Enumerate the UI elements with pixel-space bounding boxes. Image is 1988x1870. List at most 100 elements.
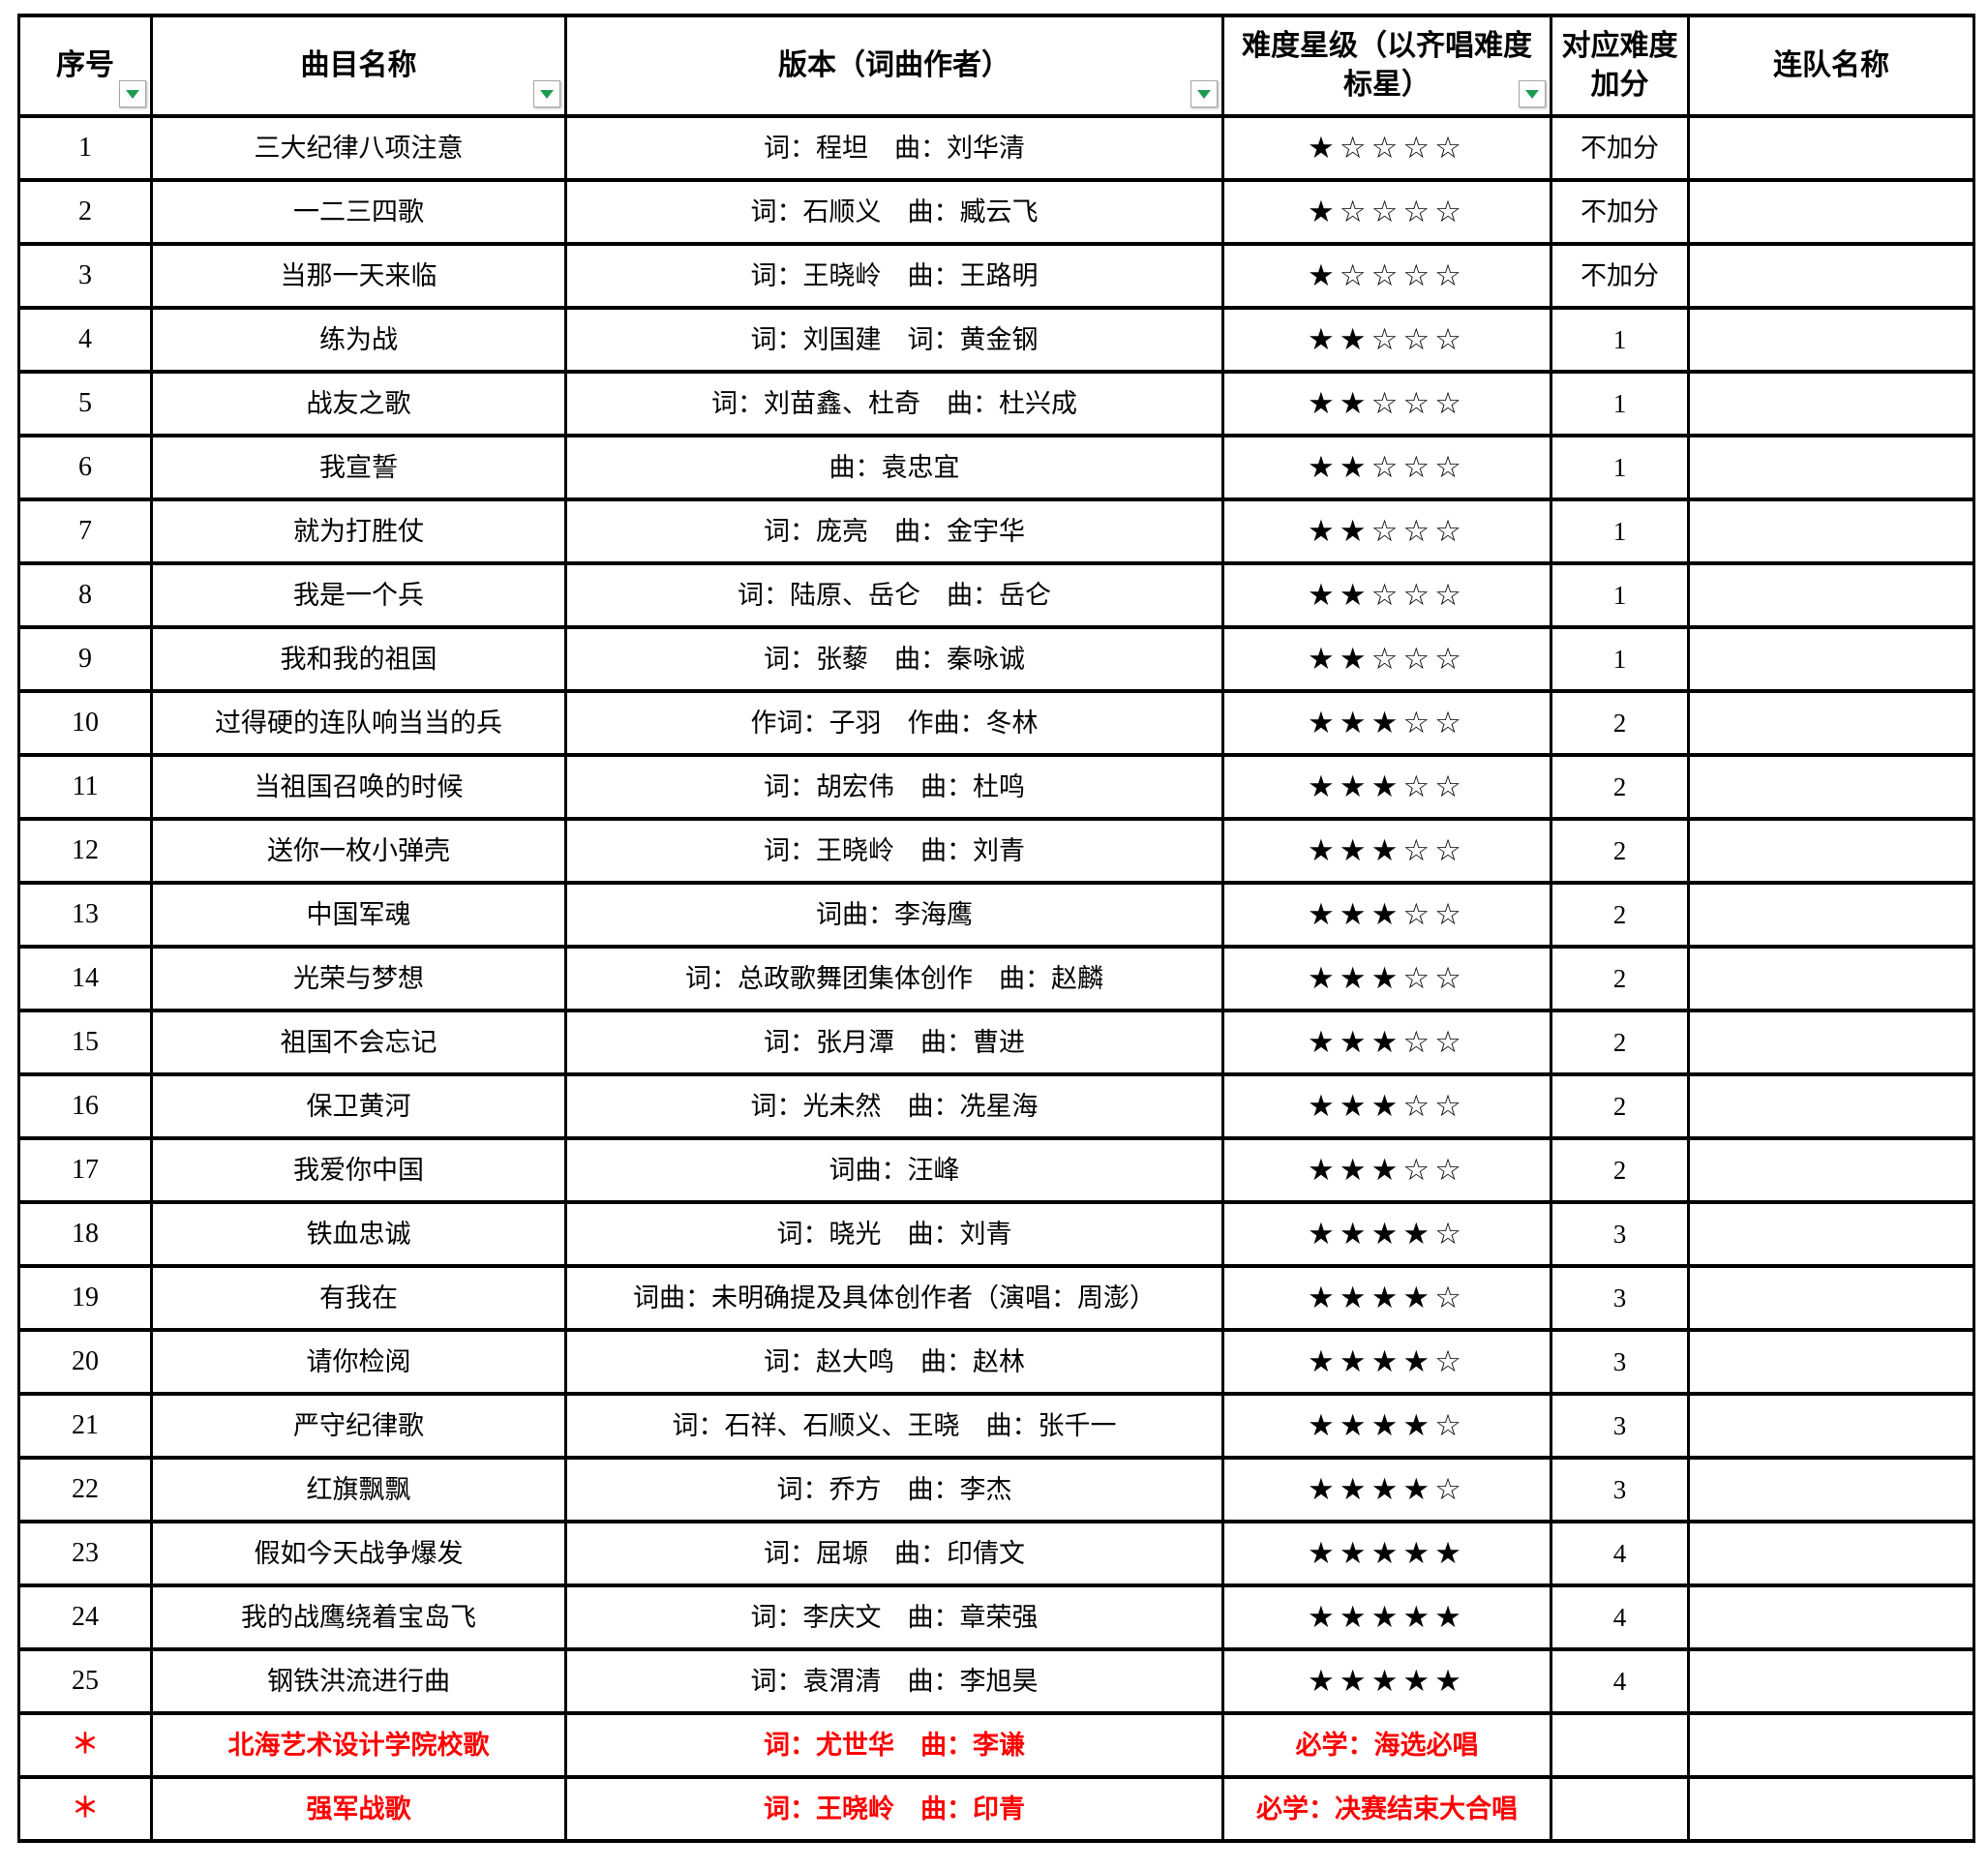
table-row: 4 练为战 词：刘国建 词：黄金钢 ★★☆☆☆ 1 xyxy=(17,306,1975,374)
stars-cell: ★★★☆☆ xyxy=(1221,817,1552,885)
title-cell: 一二三四歌 xyxy=(150,178,567,246)
table-row: 10 过得硬的连队响当当的兵 作词：子羽 作曲：冬林 ★★★☆☆ 2 xyxy=(17,689,1975,757)
version-cell: 作词：子羽 作曲：冬林 xyxy=(564,689,1224,757)
table-row: 25 钢铁洪流进行曲 词：袁渭清 曲：李旭昊 ★★★★★ 4 xyxy=(17,1647,1975,1715)
filter-arrow-down-icon xyxy=(1197,89,1211,99)
bonus-cell: 2 xyxy=(1550,689,1690,757)
serial-cell: 21 xyxy=(17,1392,153,1460)
column-header-stars: 难度星级（以齐唱难度标星） xyxy=(1221,14,1552,118)
title-cell: 请你检阅 xyxy=(150,1328,567,1396)
table-header: 序号 曲目名称 版本（词曲作者） 难度星级（以齐唱难度标星） 对应难度加分 连队名称 xyxy=(17,14,1975,118)
team-cell xyxy=(1687,1647,1975,1715)
column-header-label: 难度星级（以齐唱难度标星） xyxy=(1242,29,1532,102)
stars-cell: ★★★★★ xyxy=(1221,1647,1552,1715)
team-cell xyxy=(1687,689,1975,757)
bonus-cell: 3 xyxy=(1550,1456,1690,1523)
serial-cell: 11 xyxy=(17,753,153,821)
title-cell: 铁血忠诚 xyxy=(150,1200,567,1268)
title-cell: 强军战歌 xyxy=(150,1775,567,1843)
bonus-cell: 4 xyxy=(1550,1647,1690,1715)
version-cell: 词曲：汪峰 xyxy=(564,1136,1224,1204)
table-row: 2 一二三四歌 词：石顺义 曲：臧云飞 ★☆☆☆☆ 不加分 xyxy=(17,178,1975,246)
version-cell: 词曲：李海鹰 xyxy=(564,881,1224,949)
autofilter-dropdown-button[interactable] xyxy=(119,80,146,107)
table-row: 19 有我在 词曲：未明确提及具体创作者（演唱：周澎） ★★★★☆ 3 xyxy=(17,1264,1975,1332)
serial-cell: 15 xyxy=(17,1009,153,1076)
bonus-cell: 3 xyxy=(1550,1264,1690,1332)
serial-cell: 12 xyxy=(17,817,153,885)
serial-cell: 9 xyxy=(17,625,153,693)
table-row: 12 送你一枚小弹壳 词：王晓岭 曲：刘青 ★★★☆☆ 2 xyxy=(17,817,1975,885)
version-cell: 词：刘国建 词：黄金钢 xyxy=(564,306,1224,374)
version-cell: 词：张月潭 曲：曹进 xyxy=(564,1009,1224,1076)
team-cell xyxy=(1687,1200,1975,1268)
serial-cell: 23 xyxy=(17,1520,153,1587)
team-cell xyxy=(1687,945,1975,1012)
table-row: 5 战友之歌 词：刘苗鑫、杜奇 曲：杜兴成 ★★☆☆☆ 1 xyxy=(17,370,1975,437)
bonus-cell: 1 xyxy=(1550,561,1690,629)
stars-cell: ★★☆☆☆ xyxy=(1221,625,1552,693)
bonus-cell: 2 xyxy=(1550,881,1690,949)
bonus-cell: 不加分 xyxy=(1550,178,1690,246)
bonus-cell xyxy=(1550,1711,1690,1779)
title-cell: 假如今天战争爆发 xyxy=(150,1520,567,1587)
bonus-cell: 1 xyxy=(1550,370,1690,437)
version-cell: 词：程坦 曲：刘华清 xyxy=(564,114,1224,182)
title-cell: 严守纪律歌 xyxy=(150,1392,567,1460)
team-cell xyxy=(1687,1072,1975,1140)
team-cell xyxy=(1687,753,1975,821)
version-cell: 词：王晓岭 曲：刘青 xyxy=(564,817,1224,885)
bonus-cell: 2 xyxy=(1550,1136,1690,1204)
team-cell xyxy=(1687,1711,1975,1779)
column-header-version: 版本（词曲作者） xyxy=(564,14,1224,118)
bonus-cell: 3 xyxy=(1550,1392,1690,1460)
version-cell: 词曲：未明确提及具体创作者（演唱：周澎） xyxy=(564,1264,1224,1332)
team-cell xyxy=(1687,1328,1975,1396)
autofilter-dropdown-button[interactable] xyxy=(1519,80,1546,107)
title-cell: 当祖国召唤的时候 xyxy=(150,753,567,821)
stars-cell: ★★★★☆ xyxy=(1221,1328,1552,1396)
serial-cell: ＊ xyxy=(17,1711,153,1779)
stars-cell: ★★★★★ xyxy=(1221,1520,1552,1587)
version-cell: 词：石顺义 曲：臧云飞 xyxy=(564,178,1224,246)
table-row: ＊北海艺术设计学院校歌 词：尤世华 曲：李谦 必学：海选必唱 xyxy=(17,1711,1975,1779)
serial-cell: 4 xyxy=(17,306,153,374)
table-row: 23 假如今天战争爆发 词：屈塬 曲：印倩文 ★★★★★ 4 xyxy=(17,1520,1975,1587)
title-cell: 我宣誓 xyxy=(150,434,567,501)
stars-cell: ★★☆☆☆ xyxy=(1221,498,1552,565)
team-cell xyxy=(1687,625,1975,693)
team-cell xyxy=(1687,817,1975,885)
serial-cell: 14 xyxy=(17,945,153,1012)
bonus-cell: 4 xyxy=(1550,1520,1690,1587)
version-cell: 词：总政歌舞团集体创作 曲：赵麟 xyxy=(564,945,1224,1012)
team-cell xyxy=(1687,1456,1975,1523)
bonus-cell xyxy=(1550,1775,1690,1843)
serial-cell: 19 xyxy=(17,1264,153,1332)
table-row: ＊强军战歌 词：王晓岭 曲：印青 必学：决赛结束大合唱 xyxy=(17,1775,1975,1843)
column-header-team: 连队名称 xyxy=(1687,14,1975,118)
serial-cell: 24 xyxy=(17,1583,153,1651)
autofilter-dropdown-button[interactable] xyxy=(533,80,560,107)
stars-cell: 必学：海选必唱 xyxy=(1221,1711,1552,1779)
team-cell xyxy=(1687,1392,1975,1460)
bonus-cell: 2 xyxy=(1550,1072,1690,1140)
bonus-cell: 3 xyxy=(1550,1200,1690,1268)
team-cell xyxy=(1687,1583,1975,1651)
stars-cell: ★★★☆☆ xyxy=(1221,753,1552,821)
table-row: 22 红旗飘飘 词：乔方 曲：李杰 ★★★★☆ 3 xyxy=(17,1456,1975,1523)
column-header-label: 序号 xyxy=(56,48,114,81)
bonus-cell: 不加分 xyxy=(1550,114,1690,182)
title-cell: 我的战鹰绕着宝岛飞 xyxy=(150,1583,567,1651)
serial-cell: ＊ xyxy=(17,1775,153,1843)
bonus-cell: 4 xyxy=(1550,1583,1690,1651)
team-cell xyxy=(1687,114,1975,182)
autofilter-dropdown-button[interactable] xyxy=(1190,80,1218,107)
filter-arrow-down-icon xyxy=(540,89,554,99)
team-cell xyxy=(1687,561,1975,629)
table-row: 1 三大纪律八项注意 词：程坦 曲：刘华清 ★☆☆☆☆ 不加分 xyxy=(17,114,1975,182)
stars-cell: ★★★☆☆ xyxy=(1221,881,1552,949)
title-cell: 钢铁洪流进行曲 xyxy=(150,1647,567,1715)
title-cell: 北海艺术设计学院校歌 xyxy=(150,1711,567,1779)
bonus-cell: 1 xyxy=(1550,306,1690,374)
